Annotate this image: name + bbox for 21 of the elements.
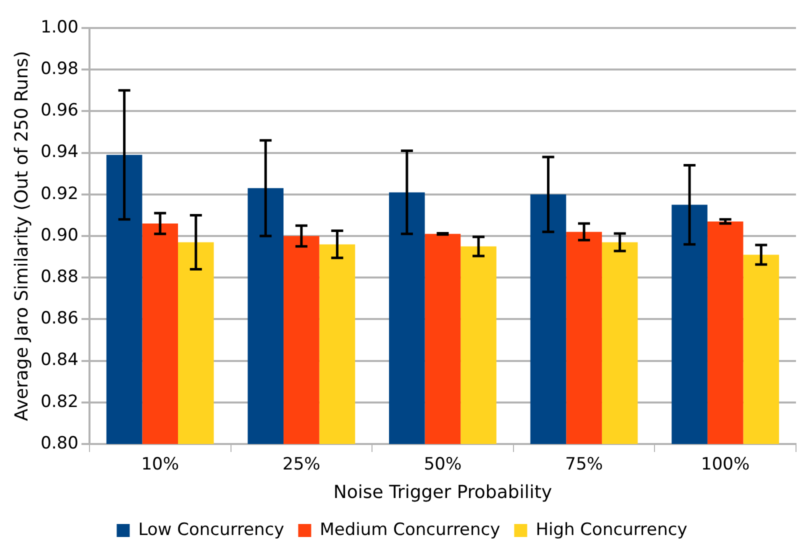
legend-label: Medium Concurrency [320,520,500,540]
x-tick-label: 10% [141,454,180,475]
x-tick-label: 25% [282,454,320,475]
y-tick-label: 0.94 [40,142,78,162]
y-tick-label: 1.00 [40,17,78,38]
y-tick-label: 0.96 [40,100,78,121]
x-tick-label: 100% [701,454,750,475]
y-axis-title: Average Jaro Similarity (Out of 250 Runs) [11,51,32,421]
y-tick-label: 0.88 [40,267,78,288]
y-tick-label: 0.82 [40,392,78,412]
legend-label: Low Concurrency [138,520,284,540]
x-axis-title: Noise Trigger Probability [333,482,552,503]
y-tick-label: 0.86 [40,308,78,329]
legend-label: High Concurrency [536,520,688,540]
x-tick-label: 50% [424,454,462,475]
x-tick-label: 75% [565,454,603,475]
y-tick-label: 0.92 [40,184,78,204]
y-tick-label: 0.90 [40,225,78,246]
y-tick-label: 0.84 [40,350,78,370]
y-tick-label: 0.80 [40,433,78,454]
y-tick-label: 0.98 [40,59,78,80]
